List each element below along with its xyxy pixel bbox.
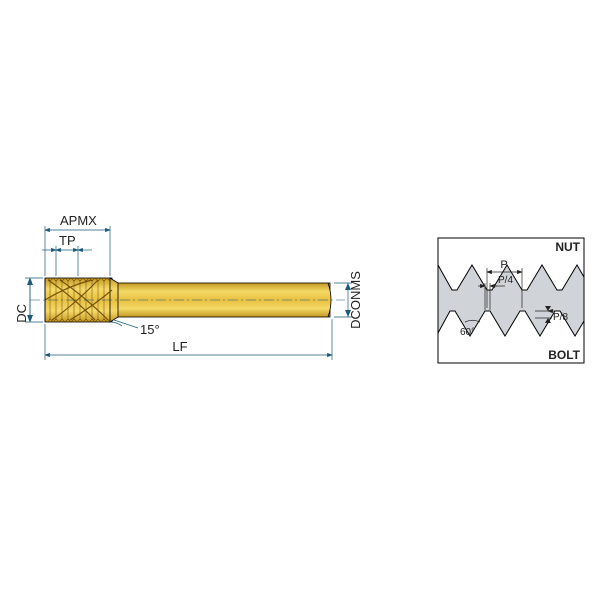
p-label: P — [500, 259, 507, 271]
diagram-canvas: 15° APMX TP DC — [0, 0, 600, 600]
thread-mill-drawing: 15° APMX TP DC — [14, 213, 363, 360]
nut-label: NUT — [555, 240, 580, 254]
lf-label: LF — [172, 339, 187, 354]
dconms-label: DCONMS — [348, 271, 363, 329]
apmx-label: APMX — [60, 213, 97, 228]
tp-label: TP — [59, 233, 76, 248]
bolt-label: BOLT — [548, 348, 580, 362]
dc-label: DC — [14, 304, 29, 323]
p8-label: P/8 — [553, 312, 568, 323]
thread-profile-inset: NUT BOLT P P/4 60° P/8 — [438, 238, 584, 363]
p4-label: P/4 — [498, 275, 513, 286]
angle60-label: 60° — [460, 327, 475, 338]
angle-label: 15° — [140, 322, 160, 337]
